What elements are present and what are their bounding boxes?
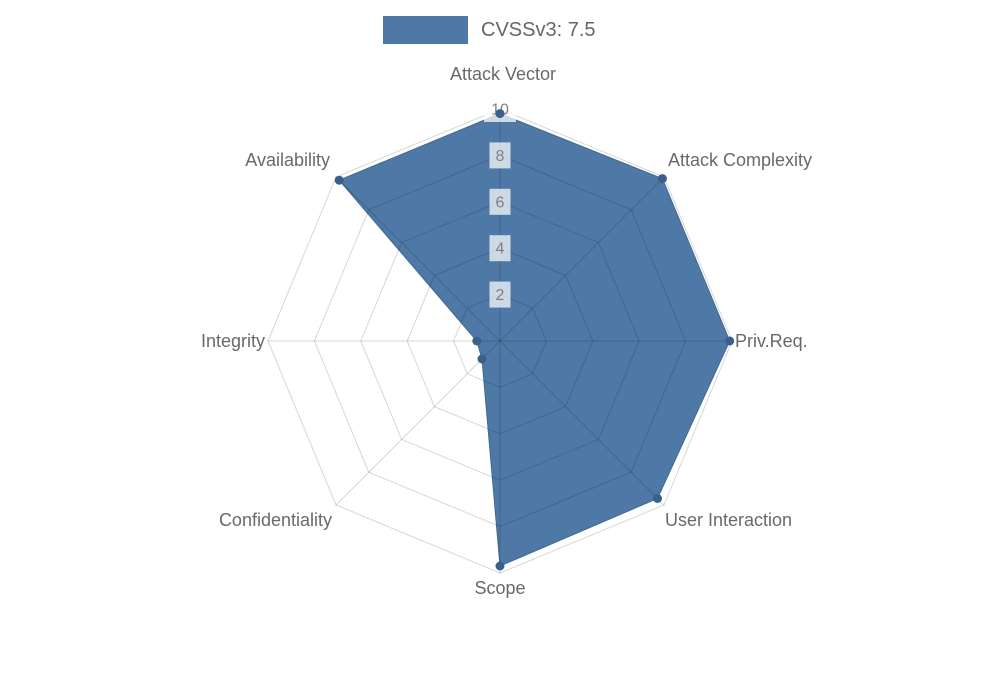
axis-label-attack-complexity: Attack Complexity [668,150,812,170]
tick-backdrop-6 [489,188,511,215]
tick-label-8: 8 [496,148,505,165]
grid-ring-8 [313,154,687,528]
grid-spoke-confidentiality [335,340,501,506]
tick-label-6: 6 [496,194,505,211]
axis-label-attack-vector: Attack Vector [450,64,556,84]
grid-ring-6 [360,201,640,481]
grid-ring-2 [453,294,547,388]
series-polygon-cvssv3-7-5 [338,113,731,567]
grid-spoke-user-interaction [499,340,665,506]
data-point-marker-integrity [472,336,482,346]
data-point-marker-availability [334,175,344,185]
axis-label-availability: Availability [245,150,330,170]
legend-swatch [383,16,468,44]
tick-backdrop-8 [489,142,511,169]
axis-label-confidentiality: Confidentiality [219,510,332,530]
data-point-marker-scope [495,561,505,571]
data-point-marker-priv-req [725,336,735,346]
axis-label-priv-req: Priv.Req. [735,331,808,351]
tick-backdrop-2 [489,281,511,308]
data-point-marker-confidentiality [477,354,487,364]
axis-label-scope: Scope [474,578,525,598]
axis-label-integrity: Integrity [201,331,265,351]
legend-label: CVSSv3: 7.5 [481,19,596,41]
data-point-marker-attack-complexity [657,174,667,184]
grid-spoke-availability [335,176,501,342]
grid-spoke-attack-complexity [499,176,665,342]
axis-label-user-interaction: User Interaction [665,510,792,530]
tick-backdrop-4 [489,235,511,262]
data-point-marker-user-interaction [653,494,662,503]
chart-legend[interactable]: CVSSv3: 7.5 [383,16,596,44]
tick-label-4: 4 [496,241,505,258]
grid-ring-10 [267,108,733,574]
data-point-marker-attack-vector [495,109,505,119]
tick-label-2: 2 [496,287,505,304]
grid-ring-4 [406,247,594,435]
